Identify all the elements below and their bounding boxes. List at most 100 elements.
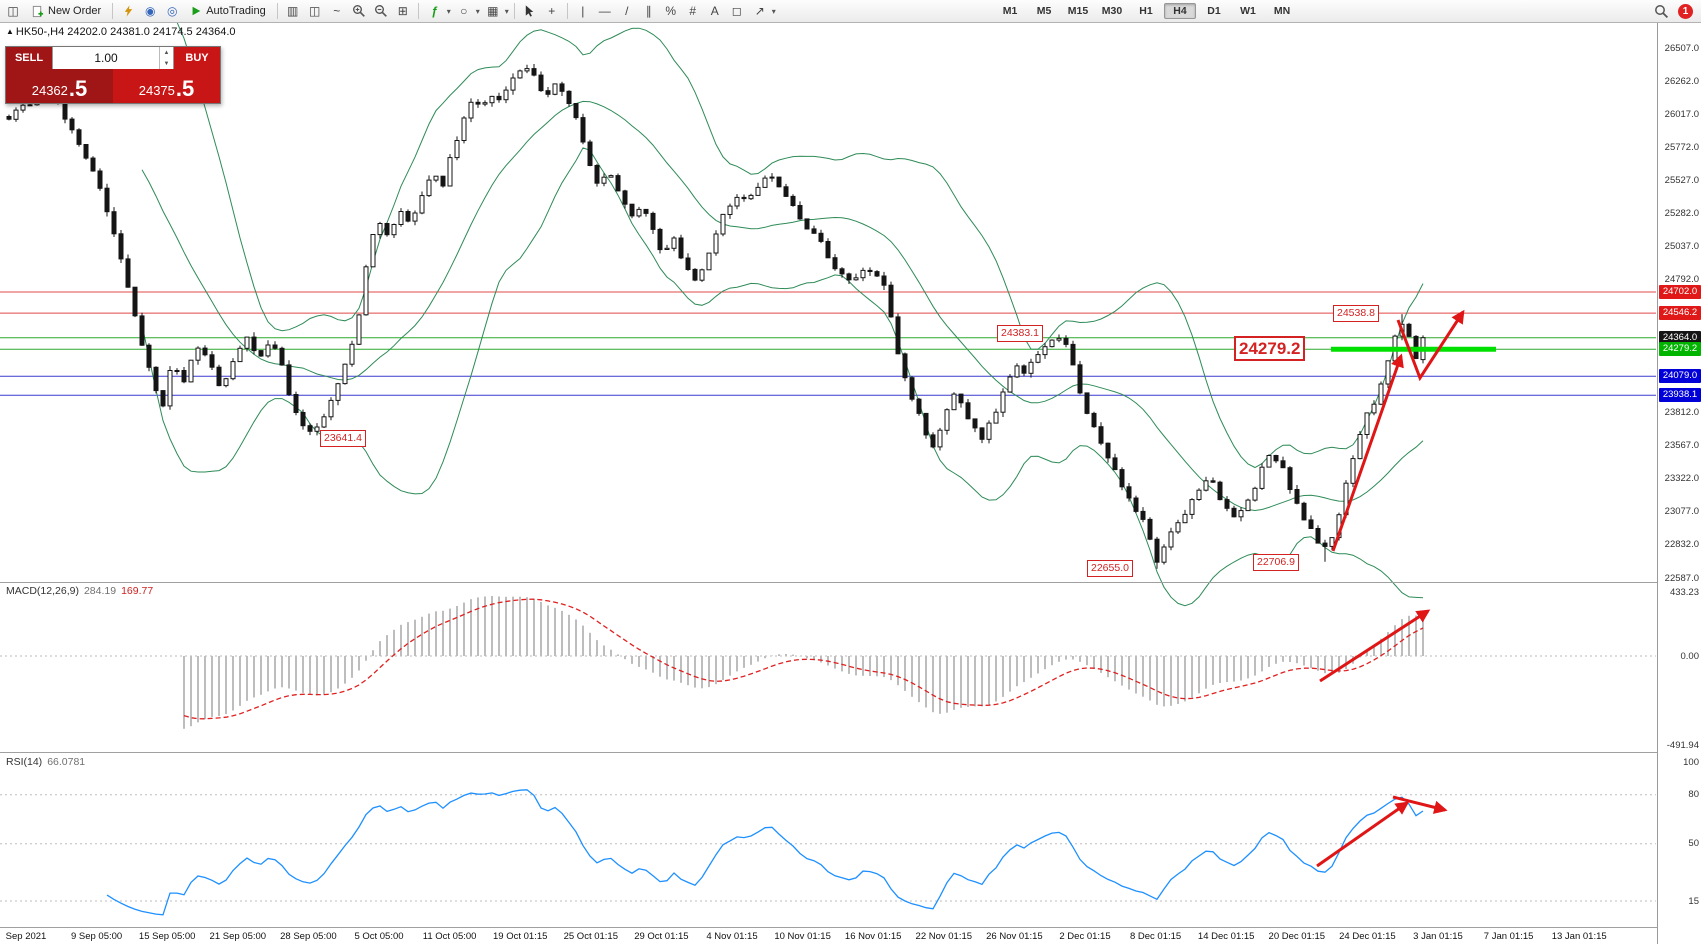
volume-input[interactable]: 1.00 ▲ ▼ xyxy=(52,47,174,69)
time-axis-label: 11 Oct 05:00 xyxy=(422,931,477,942)
price-axis[interactable]: 26507.0 26262.0 26017.0 25772.0 25527.0 25282… xyxy=(1657,22,1701,944)
panel-separator[interactable] xyxy=(0,582,1657,583)
periods-button[interactable]: ○ ▾ xyxy=(453,2,480,20)
price-axis-tag: 24702.0 xyxy=(1659,285,1701,299)
timeframe-m15[interactable]: M15 xyxy=(1067,5,1089,17)
new-chart-icon[interactable]: ◫ xyxy=(7,4,19,18)
fibonacci-icon[interactable]: % xyxy=(665,4,677,18)
time-axis-label: 20 Dec 01:15 xyxy=(1268,931,1326,942)
grid-icon[interactable]: # xyxy=(689,4,697,18)
timeframe-m5[interactable]: M5 xyxy=(1036,5,1052,17)
timeframe-h1[interactable]: H1 xyxy=(1139,5,1153,17)
new-order-icon xyxy=(32,5,44,17)
time-axis-label: 15 Sep 05:00 xyxy=(138,931,196,942)
separator xyxy=(513,3,515,19)
time-axis-label: 8 Dec 01:15 xyxy=(1129,931,1182,942)
timeframe-w1[interactable]: W1 xyxy=(1240,5,1256,17)
bar-chart-icon[interactable]: ▥ xyxy=(287,4,299,18)
price-label-annotation[interactable]: 22655.0 xyxy=(1087,560,1133,577)
notification-badge[interactable]: 1 xyxy=(1678,3,1693,19)
price-axis-label: 22832.0 xyxy=(1664,539,1699,551)
price-axis-label: 22587.0 xyxy=(1664,572,1699,584)
new-order-label: New Order xyxy=(48,5,102,17)
new-order-button[interactable]: New Order xyxy=(25,2,107,20)
indicators-button[interactable]: ƒ ▾ xyxy=(424,2,451,20)
search-icon[interactable] xyxy=(1651,2,1671,20)
trendline-icon[interactable]: / xyxy=(625,4,629,18)
price-axis-label: 23812.0 xyxy=(1664,406,1699,418)
signals-icon[interactable]: ◉ xyxy=(144,4,156,18)
indicators-icon: ƒ xyxy=(431,4,439,18)
price-axis-label: 26507.0 xyxy=(1664,42,1699,54)
sell-price[interactable]: 24362.5 xyxy=(6,69,113,103)
time-axis-label: 7 Jan 01:15 xyxy=(1483,931,1534,942)
time-axis-label: 19 Oct 01:15 xyxy=(492,931,548,942)
separator xyxy=(566,3,568,19)
templates-icon: ▦ xyxy=(487,4,499,18)
volume-stepper[interactable]: ▲ ▼ xyxy=(159,47,173,69)
timeframe-mn[interactable]: MN xyxy=(1273,5,1291,17)
time-axis-label: 26 Nov 01:15 xyxy=(986,931,1043,942)
line-chart-icon[interactable]: ~ xyxy=(333,4,341,18)
text-icon[interactable]: A xyxy=(710,4,719,18)
time-axis-label: 13 Jan 01:15 xyxy=(1551,931,1607,942)
channel-icon[interactable]: ∥ xyxy=(645,4,652,18)
buy-button[interactable]: BUY xyxy=(174,47,220,69)
candlestick-chart-icon[interactable]: ◫ xyxy=(309,4,321,18)
stepper-up-icon[interactable]: ▲ xyxy=(163,49,170,56)
time-axis-label: 25 Oct 01:15 xyxy=(563,931,618,942)
chevron-down-icon: ▾ xyxy=(475,6,480,16)
timeframe-m30[interactable]: M30 xyxy=(1101,5,1123,17)
buy-price[interactable]: 24375.5 xyxy=(113,69,220,103)
separator xyxy=(417,3,419,19)
one-click-trading-panel[interactable]: SELL 1.00 ▲ ▼ BUY 24362.5 24375.5 xyxy=(5,46,221,104)
arrows-button[interactable]: ↗ ▾ xyxy=(749,2,776,20)
price-label-annotation[interactable]: 24538.8 xyxy=(1333,305,1379,322)
price-label-annotation[interactable]: 24279.2 xyxy=(1234,336,1306,361)
zoom-in-icon[interactable] xyxy=(349,2,369,20)
autotrading-play-icon xyxy=(192,6,201,16)
cursor-icon[interactable] xyxy=(520,2,540,20)
rsi-axis-label: 15 xyxy=(1688,895,1699,907)
price-axis-tag: 24079.0 xyxy=(1659,369,1701,384)
horizontal-line-icon[interactable]: — xyxy=(598,4,611,18)
toolbar: ◫ New Order ◉ ◎ AutoTrading ▥ ◫ ~ xyxy=(0,0,1701,23)
price-axis-label: 24792.0 xyxy=(1664,274,1699,286)
price-axis-label: 23567.0 xyxy=(1664,440,1699,451)
label-icon[interactable]: ◻ xyxy=(731,4,742,18)
market-icon[interactable]: ◎ xyxy=(166,4,178,18)
price-axis-tag: 24546.2 xyxy=(1659,306,1701,321)
time-axis-label: 2 Dec 01:15 xyxy=(1059,931,1111,942)
chevron-down-icon: ▾ xyxy=(446,6,451,16)
price-axis-label: 23077.0 xyxy=(1664,506,1699,518)
macd-axis-label: -491.94 xyxy=(1666,739,1699,751)
crosshair-icon[interactable]: + xyxy=(548,4,556,18)
timeframe-m1[interactable]: M1 xyxy=(1002,5,1018,17)
title-marker: ▲ xyxy=(6,27,14,36)
time-axis[interactable]: Sep 2021 9 Sep 05:00 15 Sep 05:00 21 Sep 05… xyxy=(0,928,1657,944)
sell-button[interactable]: SELL xyxy=(6,47,52,69)
price-label-annotation[interactable]: 23641.4 xyxy=(320,430,366,447)
timeframe-d1[interactable]: D1 xyxy=(1207,5,1221,17)
timeframe-h4[interactable]: H4 xyxy=(1164,3,1196,19)
price-axis-label: 23322.0 xyxy=(1664,473,1699,485)
stepper-down-icon[interactable]: ▼ xyxy=(163,60,170,67)
price-axis-label: 26262.0 xyxy=(1664,75,1699,87)
expert-advisors-icon[interactable] xyxy=(118,2,138,20)
separator xyxy=(276,3,278,19)
autotrading-button[interactable]: AutoTrading xyxy=(184,2,272,20)
zoom-out-icon[interactable] xyxy=(371,2,391,20)
price-label-annotation[interactable]: 24383.1 xyxy=(997,325,1043,342)
macd-axis-label: 433.23 xyxy=(1669,586,1699,598)
tile-windows-icon[interactable]: ⊞ xyxy=(397,4,408,18)
templates-button[interactable]: ▦ ▾ xyxy=(482,2,509,20)
vertical-line-icon[interactable]: | xyxy=(581,4,585,18)
time-axis-label: 10 Nov 01:15 xyxy=(774,931,831,942)
autotrading-label: AutoTrading xyxy=(206,5,266,17)
panel-separator[interactable] xyxy=(0,752,1657,753)
price-label-annotation[interactable]: 22706.9 xyxy=(1253,554,1299,571)
volume-value: 1.00 xyxy=(94,51,118,65)
rsi-axis-label: 50 xyxy=(1688,838,1699,850)
separator xyxy=(112,3,114,19)
